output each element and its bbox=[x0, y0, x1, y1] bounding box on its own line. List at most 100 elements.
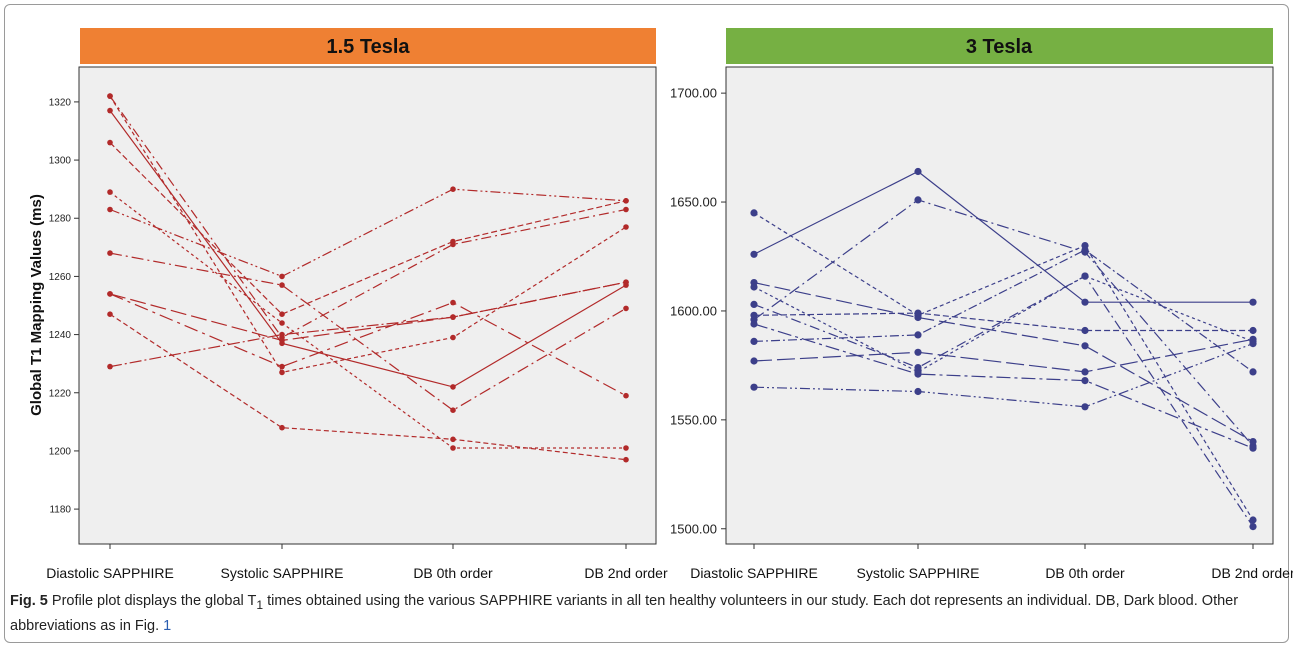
series-line-6 bbox=[109, 188, 627, 278]
y-tick-label: 1220 bbox=[49, 388, 72, 399]
y-tick-label: 1700.00 bbox=[670, 86, 717, 101]
data-point bbox=[107, 107, 113, 114]
data-point bbox=[623, 198, 629, 204]
y-tick-label: 1650.00 bbox=[670, 195, 717, 210]
data-point bbox=[107, 363, 113, 370]
data-point bbox=[1081, 342, 1089, 350]
data-point bbox=[914, 331, 922, 339]
data-point bbox=[623, 224, 629, 230]
y-tick-label: 1600.00 bbox=[670, 303, 717, 318]
y-tick-label: 1200 bbox=[49, 446, 72, 457]
data-point bbox=[107, 206, 113, 213]
data-point bbox=[914, 387, 922, 396]
y-tick-label: 1500.00 bbox=[670, 521, 717, 536]
left-chart-title: 1.5 Tesla bbox=[326, 36, 410, 58]
right-title-banner bbox=[726, 28, 1273, 64]
data-point bbox=[279, 311, 285, 318]
caption-figure-link[interactable]: 1 bbox=[163, 617, 172, 634]
data-point bbox=[1081, 298, 1089, 306]
y-tick-label: 1550.00 bbox=[670, 412, 717, 427]
figure-caption: Fig. 5 Profile plot displays the global … bbox=[10, 591, 1280, 637]
data-point bbox=[1249, 368, 1257, 376]
series-line-9 bbox=[753, 249, 1254, 373]
series-line-11 bbox=[109, 281, 627, 368]
data-point bbox=[450, 238, 456, 245]
data-point bbox=[279, 331, 285, 338]
series-line-11 bbox=[753, 343, 1254, 408]
data-point bbox=[1249, 326, 1257, 335]
caption-label: Fig. 5 bbox=[10, 593, 48, 609]
caption-text: Profile plot displays the global T bbox=[47, 593, 257, 609]
data-point bbox=[623, 206, 629, 213]
data-point bbox=[623, 305, 629, 312]
data-point bbox=[107, 189, 113, 195]
series-line-2 bbox=[753, 199, 1254, 447]
data-point bbox=[1249, 516, 1257, 524]
data-point bbox=[1081, 246, 1089, 254]
series-line-10 bbox=[753, 338, 1254, 373]
data-point bbox=[1081, 377, 1089, 385]
series-line-8 bbox=[753, 323, 1254, 449]
data-point bbox=[1249, 298, 1257, 306]
series-line-4 bbox=[109, 142, 627, 315]
caption-subscript: 1 bbox=[256, 597, 264, 612]
data-point bbox=[623, 392, 629, 399]
data-point bbox=[450, 436, 456, 443]
data-point bbox=[1081, 403, 1089, 411]
data-point bbox=[1081, 368, 1089, 376]
series-line-3 bbox=[753, 212, 1254, 521]
data-point bbox=[450, 407, 456, 414]
data-point bbox=[1249, 523, 1257, 531]
data-point bbox=[450, 445, 456, 451]
series-line-5 bbox=[753, 275, 1254, 373]
data-point bbox=[279, 320, 285, 326]
data-point bbox=[279, 369, 285, 376]
series-line-3 bbox=[109, 95, 627, 374]
data-point bbox=[750, 209, 758, 217]
x-category-label: DB 2nd order bbox=[584, 565, 668, 581]
right-plot-area bbox=[725, 66, 1274, 545]
data-point bbox=[750, 300, 758, 308]
data-point bbox=[1249, 340, 1257, 348]
data-point bbox=[914, 348, 922, 356]
y-tick-label: 1300 bbox=[49, 156, 72, 167]
data-point bbox=[623, 279, 629, 286]
series-line-7 bbox=[109, 252, 627, 411]
data-point bbox=[1081, 326, 1089, 335]
data-point bbox=[279, 424, 285, 431]
data-point bbox=[750, 320, 758, 328]
data-point bbox=[914, 364, 922, 372]
data-point bbox=[450, 314, 456, 320]
data-point bbox=[750, 250, 758, 258]
series-line-8 bbox=[109, 281, 627, 342]
x-category-label: Diastolic SAPPHIRE bbox=[46, 565, 174, 581]
data-point bbox=[914, 196, 922, 204]
data-point bbox=[107, 311, 113, 318]
series-line-5 bbox=[109, 191, 626, 449]
data-point bbox=[107, 93, 113, 99]
data-point bbox=[1249, 438, 1257, 446]
data-point bbox=[914, 370, 922, 378]
data-point bbox=[750, 283, 758, 291]
y-tick-label: 1320 bbox=[49, 97, 72, 108]
series-line-7 bbox=[753, 312, 1253, 332]
x-category-label: Systolic SAPPHIRE bbox=[857, 565, 980, 581]
data-point bbox=[107, 139, 113, 146]
y-tick-label: 1280 bbox=[49, 214, 72, 225]
series-line-1 bbox=[109, 110, 627, 388]
data-point bbox=[750, 383, 758, 391]
data-point bbox=[107, 291, 113, 297]
caption-text-cont: times obtained using the various SAPPHIR… bbox=[10, 593, 1239, 634]
series-line-1 bbox=[753, 170, 1253, 303]
data-point bbox=[450, 299, 456, 306]
data-point bbox=[623, 445, 629, 451]
data-point bbox=[750, 357, 758, 365]
y-tick-label: 1180 bbox=[49, 505, 71, 516]
data-point bbox=[279, 273, 285, 280]
right-chart-title: 3 Tesla bbox=[966, 36, 1033, 58]
data-point bbox=[1249, 444, 1257, 452]
data-point bbox=[914, 309, 922, 317]
data-point bbox=[279, 282, 285, 288]
left-plot-area bbox=[78, 66, 657, 545]
